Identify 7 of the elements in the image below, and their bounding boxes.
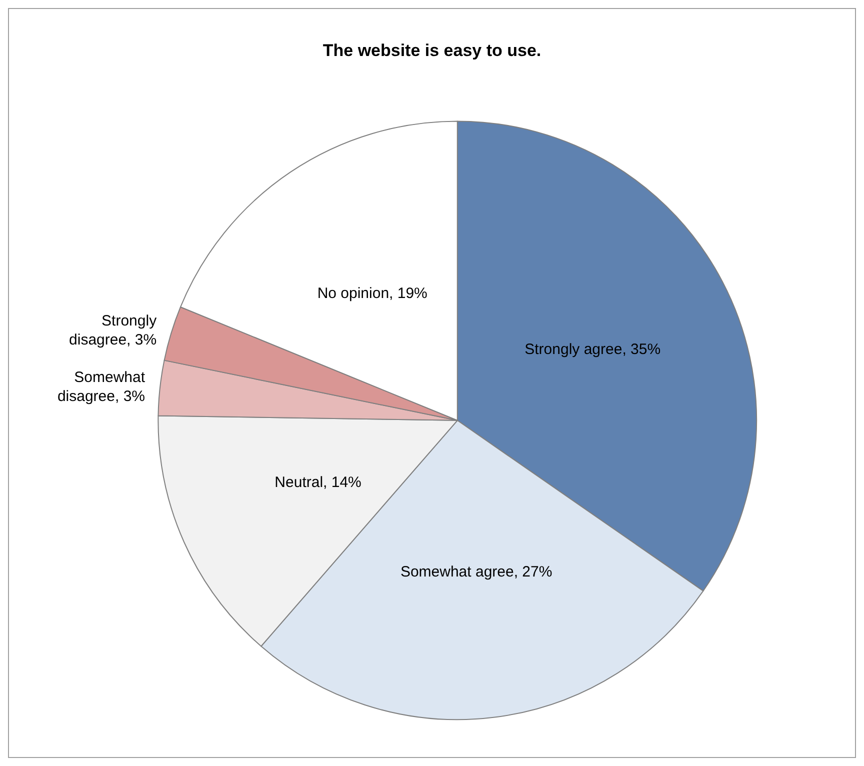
chart-title: The website is easy to use. xyxy=(322,41,542,60)
slice-label: Somewhat disagree, 3% xyxy=(57,368,146,405)
slice-label: Neutral, 14% xyxy=(274,474,362,492)
slice-label: Somewhat agree, 27% xyxy=(400,563,552,580)
slice-label: Strongly disagree, 3% xyxy=(69,312,158,348)
slice-label: No opinion, 19% xyxy=(317,285,428,302)
slice-label: Strongly agree, 35% xyxy=(524,341,661,358)
